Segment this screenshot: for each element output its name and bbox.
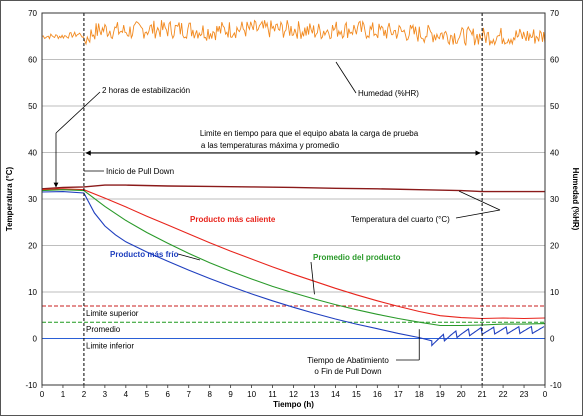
- x-tick-label: 1: [61, 390, 66, 399]
- annotation-pull-down-start: Inicio de Pull Down: [106, 167, 174, 176]
- y-tick-label: 70: [28, 9, 37, 18]
- y-tick-label: 40: [28, 149, 37, 158]
- x-tick-label: 4: [124, 390, 129, 399]
- y-axis-title: Temperatura (°C): [5, 166, 14, 231]
- leader-average-product: [310, 261, 315, 295]
- annotation-time-limit-2: a las temperaturas máxima y promedio: [201, 141, 340, 150]
- y2-tick-label: 40: [550, 149, 559, 158]
- y-tick-label: 50: [28, 102, 37, 111]
- y2-tick-label: 20: [550, 242, 559, 251]
- annotation-room-temperature: Temperatura del cuarto (°C): [351, 215, 450, 224]
- series: [41, 19, 546, 347]
- series-line-cold: [41, 191, 545, 347]
- x-tick-label: 17: [394, 390, 403, 399]
- annotation-time-limit-1: Limite en tiempo para que el equipo abat…: [200, 129, 419, 138]
- leader-cold-product: [177, 253, 201, 261]
- reference-lines: [42, 305, 545, 339]
- y-tick-label: 20: [28, 242, 37, 251]
- y2-tick-label: 60: [550, 56, 559, 65]
- annotations: Limite superior Promedio Limite inferior 2 …: [53, 61, 501, 376]
- leader-room-2: [458, 190, 501, 211]
- x-tick-label: 6: [166, 390, 171, 399]
- label-lower-limit: Limite inferior: [86, 342, 134, 351]
- x-tick-label: 12: [289, 390, 298, 399]
- y2-tick-label: 0: [550, 335, 555, 344]
- series-line-hot: [41, 188, 546, 320]
- x-tick-label: 11: [268, 390, 277, 399]
- leader-room-1: [455, 209, 501, 219]
- annotation-cold-product: Producto más frío: [110, 250, 179, 259]
- label-average-limit: Promedio: [86, 325, 121, 334]
- x-axis-title: Tiempo (h): [273, 400, 314, 409]
- x-tick-label: 7: [186, 390, 191, 399]
- x-tick-label: 22: [499, 390, 508, 399]
- x-tick-label: 14: [331, 390, 340, 399]
- x-tick-label: 15: [352, 390, 361, 399]
- x-tick-label: 0: [40, 390, 45, 399]
- annotation-stabilization: 2 horas de estabilización: [102, 86, 190, 95]
- annotation-humidity: Humedad (%HR): [358, 89, 419, 98]
- vertical-markers: [83, 13, 483, 385]
- series-line-humidity: [41, 19, 546, 47]
- y-tick-label: 0: [33, 335, 38, 344]
- annotation-average-product: Promedio del producto: [313, 253, 401, 262]
- x-tick-label: 23: [520, 390, 529, 399]
- x-tick-label: 3: [103, 390, 108, 399]
- annotation-pull-down-end-2: o Fin de Pull Down: [314, 367, 381, 376]
- series-line-room: [41, 184, 545, 193]
- y2-tick-label: 50: [550, 102, 559, 111]
- x-tick-label: 8: [207, 390, 212, 399]
- x-tick-label: 0: [543, 390, 548, 399]
- y2-tick-label: -10: [550, 381, 562, 390]
- x-tick-label: 20: [457, 390, 466, 399]
- leader-humidity: [335, 61, 357, 94]
- x-tick-label: 18: [415, 390, 424, 399]
- series-line-average: [41, 189, 546, 327]
- y2-tick-label: 10: [550, 288, 559, 297]
- y2-tick-label: 30: [550, 195, 559, 204]
- annotation-pull-down-end-1: Tiempo de Abatimiento: [307, 356, 389, 365]
- x-tick-label: 10: [247, 390, 256, 399]
- label-upper-limit: Limite superior: [86, 309, 139, 318]
- y-tick-label: 60: [28, 56, 37, 65]
- y-tick-label: 30: [28, 195, 37, 204]
- x-tick-label: 2: [82, 390, 87, 399]
- x-tick-label: 19: [436, 390, 445, 399]
- x-tick-label: 21: [478, 390, 487, 399]
- x-tick-label: 9: [228, 390, 233, 399]
- x-tick-label: 5: [145, 390, 150, 399]
- y2-tick-label: 70: [550, 9, 559, 18]
- x-tick-label: 13: [310, 390, 319, 399]
- annotation-hot-product: Producto más caliente: [190, 215, 276, 224]
- x-tick-label: 16: [373, 390, 382, 399]
- y-tick-label: 10: [28, 288, 37, 297]
- y-tick-label: -10: [25, 381, 37, 390]
- leader-stabilization: [55, 91, 101, 134]
- y2-axis-title: Humedad (%HR): [571, 168, 580, 231]
